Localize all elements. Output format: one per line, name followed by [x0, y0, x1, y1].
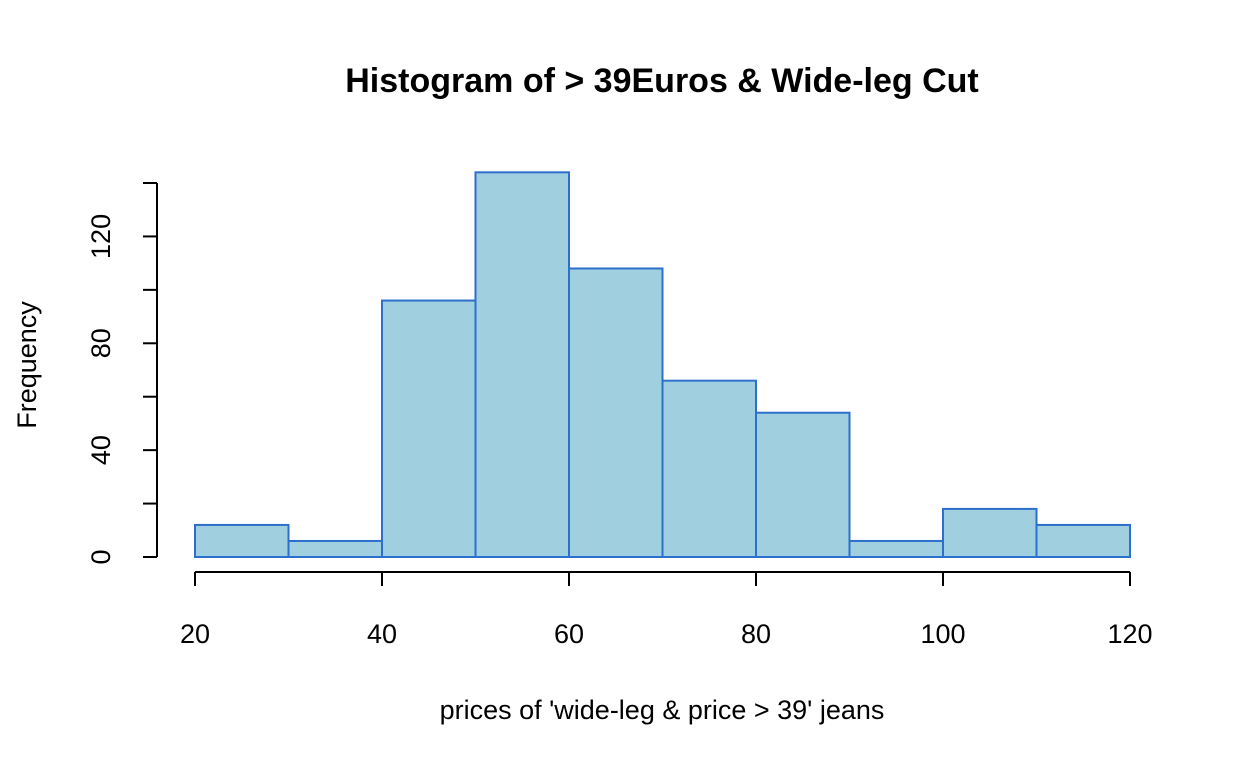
y-tick-label: 40	[86, 435, 116, 465]
y-axis: 0 40 80 120	[86, 182, 158, 565]
x-axis: 20 40 60 80 100 120	[180, 571, 1153, 649]
bar-70-80	[661, 379, 757, 558]
y-tick-label: 0	[86, 549, 116, 564]
bar-80-90	[755, 411, 851, 558]
chart-title: Histogram of > 39Euros & Wide-leg Cut	[345, 62, 979, 100]
bar-50-60	[474, 171, 570, 558]
y-tick-label: 80	[86, 328, 116, 358]
bars-group	[194, 171, 1131, 559]
bar-100-110	[942, 507, 1038, 558]
x-tick-label: 80	[741, 619, 771, 649]
x-tick-label: 20	[180, 619, 210, 649]
x-axis-label: prices of 'wide-leg & price > 39' jeans	[440, 695, 885, 725]
bar-40-50	[381, 299, 477, 558]
y-tick-label: 120	[86, 214, 116, 259]
x-tick-label: 100	[920, 619, 965, 649]
x-tick-label: 60	[554, 619, 584, 649]
x-tick-label: 120	[1107, 619, 1152, 649]
x-tick-label: 40	[367, 619, 397, 649]
y-axis-label: Frequency	[12, 301, 42, 429]
bar-110-120	[1035, 523, 1131, 559]
bar-30-40	[287, 539, 383, 559]
bar-90-100	[848, 539, 944, 559]
bar-20-30	[194, 523, 290, 559]
bar-60-70	[568, 267, 664, 558]
